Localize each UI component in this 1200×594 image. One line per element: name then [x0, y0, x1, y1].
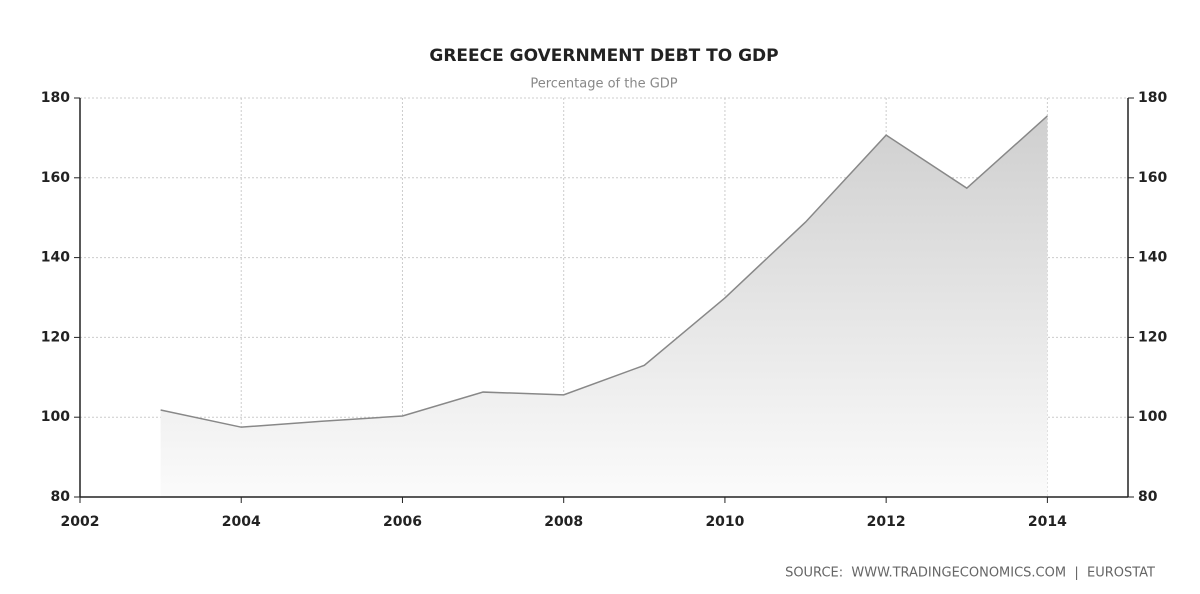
x-tick-label: 2002 [61, 514, 100, 530]
y-tick-label: 160 [41, 170, 70, 186]
chart-subtitle: Percentage of the GDP [530, 77, 677, 92]
y2-tick-label: 100 [1138, 409, 1167, 425]
x-tick-label: 2010 [705, 514, 744, 530]
area-fill [160, 115, 1048, 497]
x-tick-label: 2004 [222, 514, 261, 530]
y-tick-label: 80 [51, 489, 71, 505]
y-tick-label: 140 [41, 250, 70, 266]
y2-tick-label: 120 [1138, 329, 1167, 345]
y2-tick-label: 160 [1138, 170, 1167, 186]
y2-tick-label: 140 [1138, 250, 1167, 266]
y-tick-label: 120 [41, 329, 70, 345]
chart-title: GREECE GOVERNMENT DEBT TO GDP [429, 46, 778, 66]
source-note: SOURCE: WWW.TRADINGECONOMICS.COM | EUROS… [785, 566, 1155, 581]
y-tick-label: 180 [41, 90, 70, 106]
y2-tick-label: 180 [1138, 90, 1167, 106]
x-tick-label: 2012 [867, 514, 906, 530]
x-tick-label: 2006 [383, 514, 422, 530]
x-tick-label: 2014 [1028, 514, 1067, 530]
y-tick-label: 100 [41, 409, 70, 425]
y2-tick-label: 80 [1138, 489, 1158, 505]
x-tick-label: 2008 [544, 514, 583, 530]
line [160, 115, 1048, 428]
